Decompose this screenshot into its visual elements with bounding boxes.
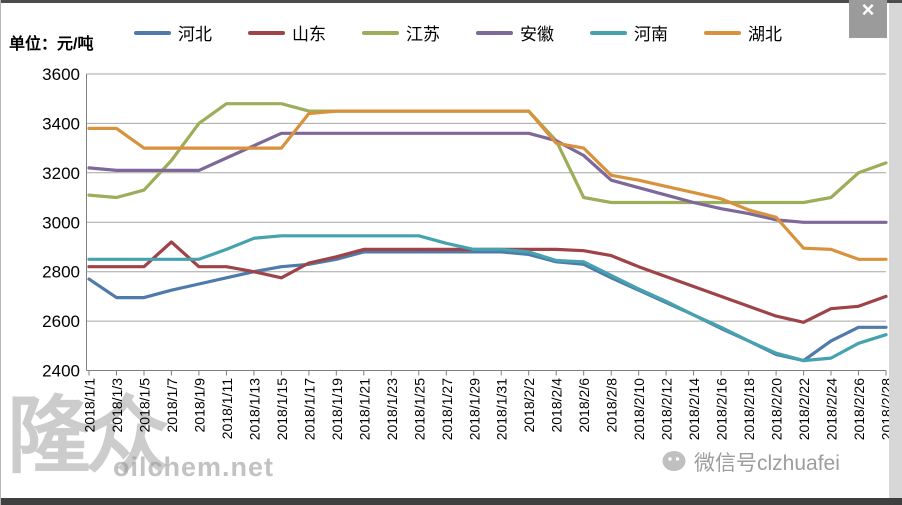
wechat-id-text: 微信号clzhuafei xyxy=(694,452,840,475)
legend-label: 山东 xyxy=(292,25,326,44)
x-tick-label: 2018/1/7 xyxy=(164,378,180,433)
legend-item-河南[interactable]: 河南 xyxy=(590,20,668,45)
x-tick-label: 2018/1/13 xyxy=(246,378,262,440)
x-tick-label: 2018/2/22 xyxy=(796,378,812,440)
window-right-strip xyxy=(889,0,902,505)
x-tick-label: 2018/2/6 xyxy=(576,378,592,433)
x-tick-label: 2018/2/26 xyxy=(851,378,867,440)
legend-label: 河南 xyxy=(634,25,668,44)
x-tick-label: 2018/1/3 xyxy=(109,378,125,433)
y-tick-label: 3400 xyxy=(42,114,80,133)
unit-label: 单位：元/吨 xyxy=(9,36,94,53)
legend-item-河北[interactable]: 河北 xyxy=(134,20,212,45)
series-line-河南 xyxy=(87,234,888,363)
x-tick-label: 2018/1/27 xyxy=(439,378,455,440)
x-tick-label: 2018/2/8 xyxy=(604,378,620,433)
x-tick-label: 2018/1/5 xyxy=(137,378,153,433)
legend-line-swatch xyxy=(704,30,741,35)
x-tick-label: 2018/2/2 xyxy=(521,378,537,433)
legend-label: 湖北 xyxy=(748,25,782,44)
y-tick-label: 2600 xyxy=(42,312,80,331)
y-tick-label: 2400 xyxy=(42,362,80,381)
series-line-江苏 xyxy=(87,102,888,205)
y-tick-label: 3200 xyxy=(42,164,80,183)
legend-line-swatch xyxy=(476,30,513,35)
series-line-安徽 xyxy=(87,131,888,224)
x-tick-label: 2018/1/21 xyxy=(356,378,372,440)
legend-label: 安徽 xyxy=(520,25,554,44)
legend-line-swatch xyxy=(362,30,399,35)
x-tick-label: 2018/1/15 xyxy=(274,378,290,440)
wechat-watermark: 微信号clzhuafei xyxy=(661,447,840,477)
x-tick-label: 2018/1/19 xyxy=(329,378,345,440)
x-tick-label: 2018/1/11 xyxy=(219,378,235,439)
x-tick-label: 2018/1/9 xyxy=(191,378,207,433)
x-tick-label: 2018/1/1 xyxy=(82,378,98,433)
x-tick-label: 2018/1/17 xyxy=(301,378,317,440)
legend-item-山东[interactable]: 山东 xyxy=(248,20,326,45)
x-tick-label: 2018/2/16 xyxy=(714,378,730,440)
x-tick-label: 2018/2/12 xyxy=(659,378,675,440)
legend-item-湖北[interactable]: 湖北 xyxy=(704,20,782,45)
oilchem-logo-watermark: 隆众 oilchem.net xyxy=(7,389,273,483)
legend: 河北 山东 江苏 安徽 河南 湖北 xyxy=(134,20,782,45)
x-tick-label: 2018/2/18 xyxy=(741,378,757,440)
legend-label: 河北 xyxy=(178,25,212,44)
x-tick-label: 2018/2/4 xyxy=(549,378,565,433)
x-tick-label: 2018/2/10 xyxy=(631,378,647,440)
wechat-icon xyxy=(661,450,688,475)
legend-item-安徽[interactable]: 安徽 xyxy=(476,20,554,45)
window-top-border xyxy=(1,0,902,3)
x-tick-label: 2018/2/24 xyxy=(824,378,840,440)
x-tick-label: 2018/1/23 xyxy=(384,378,400,440)
close-button[interactable]: × xyxy=(849,0,887,38)
legend-line-swatch xyxy=(248,30,285,35)
oilchem-logo-text: 隆众 xyxy=(7,389,169,483)
x-tick-label: 2018/1/29 xyxy=(466,378,482,440)
oilchem-site-text: oilchem.net xyxy=(113,452,275,482)
y-tick-label: 3600 xyxy=(42,65,80,84)
x-tick-label: 2018/2/20 xyxy=(769,378,785,440)
y-tick-label: 3000 xyxy=(42,213,80,232)
legend-line-swatch xyxy=(134,30,171,35)
x-tick-label: 2018/1/31 xyxy=(494,378,510,440)
y-tick-label: 2800 xyxy=(42,263,80,282)
window-bottom-border xyxy=(1,498,902,505)
x-tick-label: 2018/1/25 xyxy=(411,378,427,440)
series-line-湖北 xyxy=(87,109,888,261)
legend-item-江苏[interactable]: 江苏 xyxy=(362,20,440,45)
x-tick-label: 2018/2/14 xyxy=(686,378,702,440)
legend-line-swatch xyxy=(590,30,627,35)
legend-label: 江苏 xyxy=(406,25,440,44)
